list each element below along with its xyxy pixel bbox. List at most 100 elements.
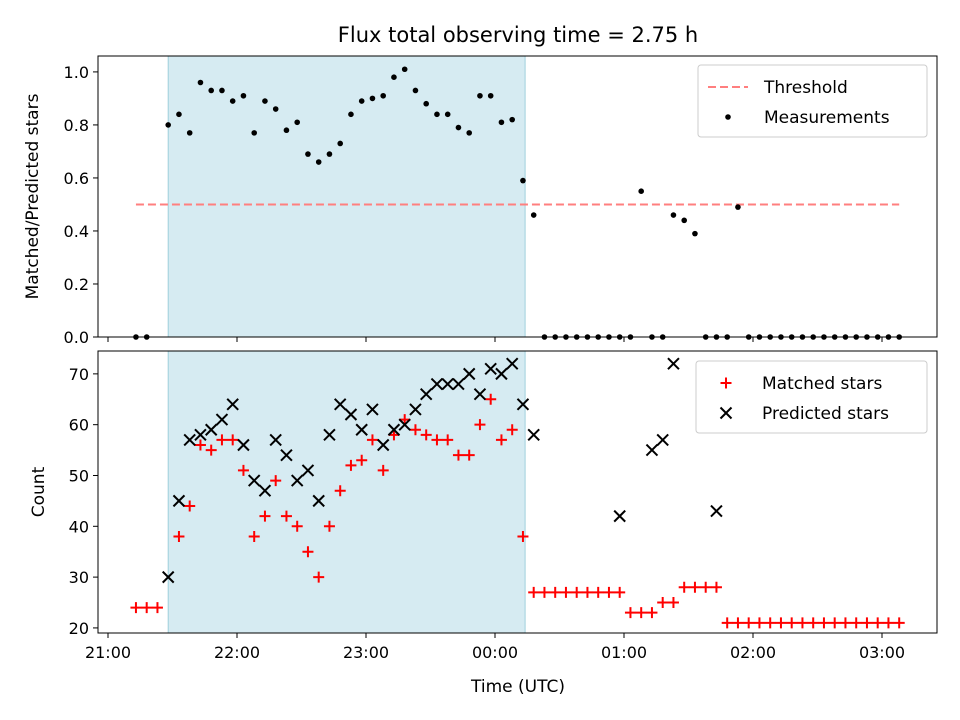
predicted-star-point — [226, 398, 239, 411]
measurement-point — [520, 177, 526, 184]
measurement-point — [272, 106, 279, 112]
predicted-star-point — [656, 433, 669, 447]
matched-star-point — [366, 434, 378, 446]
observing-span-top — [167, 55, 526, 338]
predicted-star-point — [462, 367, 476, 381]
matched-star-point — [732, 617, 744, 629]
predicted-star-point — [183, 433, 196, 447]
predicted-star-point — [269, 433, 282, 447]
predicted-star-point — [237, 438, 250, 452]
legend-box — [695, 360, 928, 434]
bottom-x-axis: 21:00 22:00 23:00 00:00 01:00 02:00 03:00 — [85, 633, 905, 662]
predicted-star-point — [527, 428, 540, 442]
measurement-point — [477, 92, 483, 99]
matched-star-point — [667, 597, 679, 609]
measurement-point — [487, 92, 494, 99]
predicted-star-point — [495, 367, 508, 381]
matched-star-point — [151, 602, 163, 614]
predicted-star-point — [215, 413, 229, 426]
matched-star-point — [764, 617, 776, 629]
matched-star-point — [528, 586, 540, 598]
measurement-point — [186, 130, 193, 136]
measurement-point — [251, 130, 257, 136]
measurement-point — [219, 87, 225, 94]
measurement-point — [240, 92, 247, 99]
legend-matched-swatch — [720, 377, 732, 389]
predicted-star-point — [473, 387, 487, 401]
x-tick-label: 23:00 — [343, 643, 389, 662]
predicted-star-point — [247, 474, 261, 487]
measurements-series — [133, 66, 902, 340]
measurement-point — [434, 111, 440, 118]
matched-star-point — [635, 607, 647, 619]
measurement-point — [681, 217, 687, 224]
matched-star-point — [689, 581, 701, 593]
measurement-point — [498, 119, 505, 126]
measurement-point — [401, 66, 408, 73]
matched-star-point — [377, 464, 389, 476]
matched-star-point — [409, 424, 421, 436]
y-tick-label: 20 — [69, 619, 89, 638]
y-tick-label: 0.0 — [64, 328, 89, 347]
predicted-star-point — [398, 418, 411, 431]
matched-star-point — [807, 617, 819, 629]
y-tick-label: 0.2 — [64, 275, 89, 294]
predicted-star-point — [430, 377, 444, 391]
matched-star-point — [560, 586, 572, 598]
predicted-star-point — [344, 408, 358, 421]
predicted-star-point — [505, 357, 519, 370]
matched-star-point — [323, 520, 335, 532]
chart-title: Flux total observing time = 2.75 h — [338, 23, 698, 47]
matched-star-point — [259, 510, 271, 522]
measurement-point — [348, 111, 354, 118]
matched-star-point — [216, 434, 228, 446]
measurement-point — [466, 130, 473, 136]
measurement-point — [229, 98, 236, 104]
matched-star-point — [603, 586, 615, 598]
x-axis-label: Time (UTC) — [470, 677, 565, 697]
y-tick-label: 40 — [69, 517, 89, 536]
measurement-point — [455, 124, 462, 131]
x-tick-label: 03:00 — [859, 643, 905, 662]
legend-label: Matched stars — [762, 374, 882, 394]
matched-star-point — [248, 530, 260, 542]
matched-star-point — [721, 617, 733, 629]
matched-star-point — [130, 602, 142, 614]
legend-label: Measurements — [764, 108, 890, 128]
measurement-point — [326, 151, 333, 157]
measurement-point — [530, 212, 537, 218]
measurement-point — [638, 188, 644, 194]
matched-star-point — [646, 607, 658, 619]
measurement-point — [423, 100, 430, 107]
predicted-stars-series — [161, 357, 723, 584]
measurement-point — [391, 74, 397, 81]
measurement-point — [197, 79, 204, 86]
observing-span-bottom — [167, 350, 526, 634]
measurement-point — [670, 212, 677, 218]
legend-measurement-swatch — [725, 114, 731, 120]
matched-star-point — [786, 617, 798, 629]
measurement-point — [444, 111, 451, 118]
y-tick-label: 0.8 — [64, 116, 89, 135]
predicted-star-point — [645, 443, 659, 457]
matched-star-point — [280, 510, 292, 522]
bottom-legend: Matched stars Predicted stars — [695, 360, 928, 434]
matched-star-point — [345, 459, 357, 471]
matched-star-point — [302, 546, 314, 558]
predicted-star-point — [258, 484, 272, 497]
predicted-star-point — [419, 387, 433, 401]
x-tick-label: 22:00 — [214, 643, 260, 662]
matched-star-point — [227, 434, 239, 446]
top-legend: Threshold Measurements — [697, 64, 928, 138]
matched-star-point — [517, 530, 529, 542]
matched-star-point — [829, 617, 841, 629]
top-x-ticks — [107, 337, 883, 342]
predicted-star-point — [376, 438, 390, 452]
x-tick-label: 02:00 — [730, 643, 776, 662]
x-tick-label: 21:00 — [85, 643, 131, 662]
matched-star-point — [882, 617, 894, 629]
matched-star-point — [194, 439, 206, 451]
matched-star-point — [796, 617, 808, 629]
matched-star-point — [356, 454, 368, 466]
